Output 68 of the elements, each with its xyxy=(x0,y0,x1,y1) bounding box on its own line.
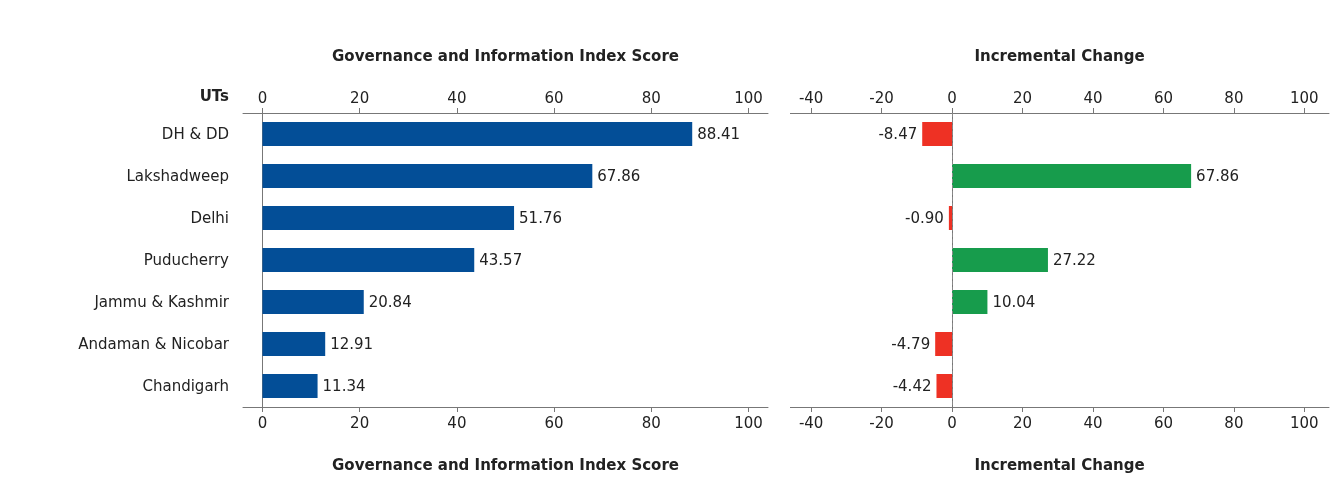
x-tick-label: 40 xyxy=(447,413,467,432)
x2-tick-label: 100 xyxy=(1290,88,1319,107)
x-tick-label: 80 xyxy=(1224,413,1244,432)
x2-tick-label: 40 xyxy=(447,88,467,107)
x-tick-label: 0 xyxy=(947,413,957,432)
x2-tick-label: -20 xyxy=(869,88,894,107)
x-tick-label: 20 xyxy=(1012,413,1033,432)
bar xyxy=(262,290,364,314)
bar xyxy=(262,332,326,356)
data-label: 12.91 xyxy=(330,335,374,353)
bar xyxy=(952,248,1048,272)
x2-axis-title: Incremental Change xyxy=(974,46,1145,65)
bar xyxy=(262,164,593,188)
x-tick-label: 60 xyxy=(1153,413,1173,432)
x2-tick-label: 80 xyxy=(641,88,661,107)
x-tick-label: 100 xyxy=(734,413,763,432)
x2-tick-label: 20 xyxy=(1012,88,1033,107)
data-label: 20.84 xyxy=(368,293,412,311)
data-label: -4.79 xyxy=(891,335,931,353)
x2-tick-label: 20 xyxy=(350,88,370,107)
data-label: 43.57 xyxy=(479,251,523,269)
data-label: 67.86 xyxy=(597,167,641,185)
x-axis-title: Incremental Change xyxy=(974,455,1145,474)
data-label: -4.42 xyxy=(892,377,932,395)
bar xyxy=(262,206,515,230)
x-tick-label: 80 xyxy=(641,413,661,432)
x2-tick-label: 100 xyxy=(734,88,763,107)
data-label: -8.47 xyxy=(878,125,918,143)
data-label: 51.76 xyxy=(519,209,563,227)
bar xyxy=(262,374,318,398)
y-tick-label: Puducherry xyxy=(143,251,230,269)
y-axis-title: UTs xyxy=(199,86,230,105)
x-tick-label: -20 xyxy=(869,413,894,432)
x2-axis-title: Governance and Information Index Score xyxy=(332,46,679,65)
bar xyxy=(952,164,1192,188)
bar xyxy=(948,206,953,230)
x-tick-label: 20 xyxy=(350,413,370,432)
y-tick-label: Jammu & Kashmir xyxy=(93,293,230,311)
bar xyxy=(262,122,693,146)
bar xyxy=(952,290,988,314)
x-tick-label: -40 xyxy=(798,413,824,432)
x-tick-label: 60 xyxy=(544,413,564,432)
x2-tick-label: 0 xyxy=(257,88,268,107)
data-label: 67.86 xyxy=(1196,167,1240,185)
y-tick-label: Delhi xyxy=(190,209,229,227)
data-label: 88.41 xyxy=(697,125,741,143)
y-tick-label: Lakshadweep xyxy=(126,167,229,185)
y-tick-label: Andaman & Nicobar xyxy=(78,335,230,353)
x-tick-label: 40 xyxy=(1083,413,1103,432)
data-label: 27.22 xyxy=(1052,251,1096,269)
x2-tick-label: 0 xyxy=(947,88,957,107)
data-label: 11.34 xyxy=(322,377,366,395)
data-label: -0.90 xyxy=(905,209,944,227)
x-tick-label: 0 xyxy=(257,413,268,432)
bar xyxy=(935,332,953,356)
x2-tick-label: 40 xyxy=(1083,88,1103,107)
x2-tick-label: 60 xyxy=(544,88,564,107)
bar xyxy=(922,122,953,146)
data-label: 10.04 xyxy=(992,293,1036,311)
y-tick-label: DH & DD xyxy=(161,125,229,143)
x2-tick-label: 80 xyxy=(1224,88,1244,107)
y-tick-label: Chandigarh xyxy=(142,377,229,395)
x2-tick-label: -40 xyxy=(798,88,824,107)
x2-tick-label: 60 xyxy=(1153,88,1173,107)
x-tick-label: 100 xyxy=(1290,413,1319,432)
bar xyxy=(936,374,953,398)
bar xyxy=(262,248,475,272)
x-axis-title: Governance and Information Index Score xyxy=(332,455,679,474)
